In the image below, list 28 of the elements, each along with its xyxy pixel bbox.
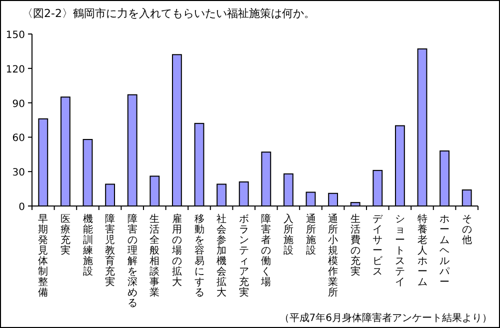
chart-title: 〈図2-2〉鶴岡市に力を入れてもらいたい福祉施策は何か。 [22, 7, 315, 20]
x-tick-label: 障害児教育充実 [105, 213, 116, 288]
y-tick-label: 150 [6, 30, 25, 41]
x-tick-label: 機能訓練施設 [82, 213, 93, 278]
x-tick-label: 生活費の充実 [350, 213, 360, 278]
x-tick-label: その他 [462, 214, 472, 246]
x-tick-label: デイサービス [372, 214, 384, 278]
x-tick-label: ボランティア充実 [238, 214, 249, 298]
x-tick-label: ホームヘルパー [438, 214, 451, 288]
y-tick-label: 120 [6, 64, 25, 76]
x-tick-label: 雇用の場の拡大 [170, 213, 182, 288]
x-tick-label: 生活全般相談事業 [150, 213, 160, 298]
x-tick-label: 社会参加機会拡大 [216, 213, 227, 298]
category-label: 障害の理解を深める [127, 214, 138, 309]
y-tick-label: 30 [12, 168, 25, 179]
x-tick-label: ショートステイ [394, 214, 405, 288]
x-tick-label: 通所施設 [306, 213, 316, 256]
x-tick-label: 医療充実 [60, 214, 70, 256]
x-tick-label: 特養老人ホーム [417, 213, 428, 288]
x-tick-label: 障害者の働く場 [260, 213, 272, 288]
x-tick-label: 移動を容易にする [194, 213, 204, 298]
x-tick-label: 通所小規模作業所 [327, 213, 338, 298]
x-tick-label: 早期発見体制整備 [38, 214, 48, 298]
x-tick-label: 入所施設 [283, 213, 294, 256]
text: （平成7年6月身体障害者アンケート結果より） [279, 312, 492, 324]
y-tick-label: 60 [12, 133, 25, 144]
y-tick-label: 90 [12, 98, 25, 110]
y-tick-label: 0 [18, 202, 25, 213]
